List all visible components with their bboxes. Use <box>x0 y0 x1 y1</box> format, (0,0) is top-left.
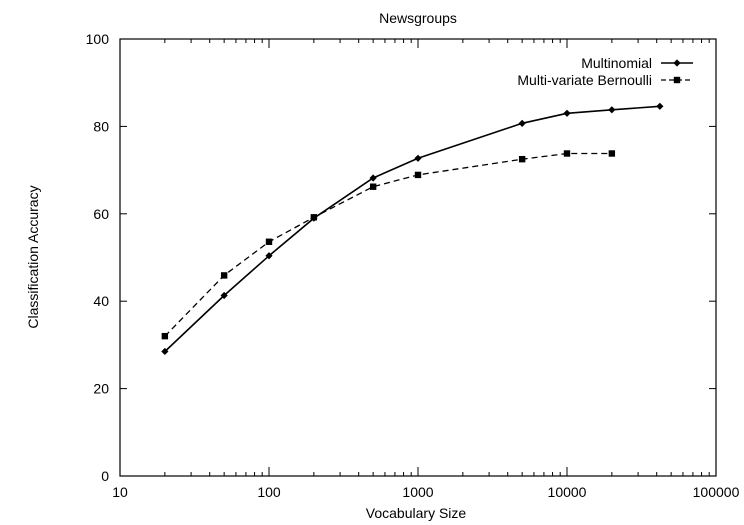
chart-title: Newsgroups <box>379 10 457 26</box>
legend-label-bernoulli: Multi-variate Bernoulli <box>517 72 652 88</box>
x-tick-label: 10 <box>112 484 128 500</box>
data-point-multinomial <box>518 119 526 127</box>
data-point-bernoulli <box>369 183 377 190</box>
data-point-bernoulli <box>563 150 571 157</box>
x-tick-label: 100 <box>257 484 281 500</box>
plot-frame <box>119 38 717 477</box>
x-axis-label: Vocabulary Size <box>366 505 467 521</box>
y-tick-label: 40 <box>93 293 109 309</box>
data-point-multinomial <box>369 174 377 182</box>
series-line-multinomial <box>164 105 660 353</box>
data-point-bernoulli <box>161 332 169 340</box>
data-point-bernoulli <box>265 238 273 245</box>
data-point-multinomial <box>656 102 664 110</box>
y-tick-label: 80 <box>93 118 109 134</box>
legend-label-multinomial: Multinomial <box>581 55 652 71</box>
data-point-multinomial <box>220 291 228 300</box>
y-axis-label: Classification Accuracy <box>25 185 41 328</box>
y-tick-label: 60 <box>93 206 109 222</box>
y-tick-label: 100 <box>86 31 110 47</box>
axis-ticks: 0 20 40 60 80 100 10 100 1000 10000 100000 <box>86 31 740 500</box>
data-point-bernoulli <box>608 150 616 157</box>
x-tick-label: 1000 <box>402 484 433 500</box>
data-point-bernoulli <box>518 155 526 163</box>
data-point-multinomial <box>563 109 571 117</box>
data-point-multinomial <box>265 252 273 260</box>
series-layer <box>161 102 664 356</box>
legend: Multinomial Multi-variate Bernoulli <box>517 55 693 88</box>
x-tick-label: 10000 <box>548 484 587 500</box>
data-point-multinomial <box>310 214 318 222</box>
legend-marker-multinomial <box>673 59 681 67</box>
data-point-bernoulli <box>220 272 228 279</box>
legend-marker-bernoulli <box>673 76 681 84</box>
y-tick-label: 20 <box>93 381 109 397</box>
series-line-bernoulli <box>164 152 612 337</box>
x-tick-label: 100000 <box>693 484 740 500</box>
y-tick-label: 0 <box>101 468 109 484</box>
data-point-multinomial <box>161 347 169 356</box>
data-point-multinomial <box>608 106 616 114</box>
data-point-multinomial <box>414 154 422 162</box>
data-point-bernoulli <box>414 171 422 179</box>
